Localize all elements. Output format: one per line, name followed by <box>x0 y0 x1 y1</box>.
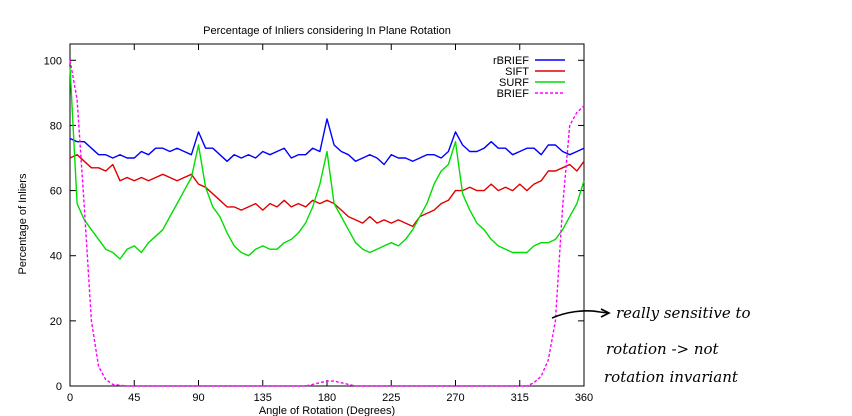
annotation-line-1: really sensitive to <box>616 304 751 322</box>
legend-label-rbrief: rBRIEF <box>493 55 529 67</box>
series-line-brief <box>69 60 585 387</box>
y-tick-label: 20 <box>50 316 62 328</box>
y-tick-label: 80 <box>50 120 62 132</box>
y-tick-label: 40 <box>50 251 62 263</box>
annotation-arrowhead <box>600 308 611 318</box>
x-tick-label: 45 <box>128 392 140 404</box>
plot-area: 0 45 90 135 180 225 270 315 360 0 20 40 60 80 100 <box>44 43 593 404</box>
x-tick-label: 270 <box>446 392 464 404</box>
annotation-line-3: rotation invariant <box>604 368 739 386</box>
x-tick-label: 225 <box>382 392 400 404</box>
x-tick-label: 360 <box>575 392 593 404</box>
x-tick-label: 180 <box>318 392 336 404</box>
annotation-line-2: rotation -> not <box>606 340 720 358</box>
y-tick-label: 60 <box>50 186 62 198</box>
legend-label-surf: SURF <box>499 77 529 89</box>
series-line-surf <box>69 66 585 260</box>
x-tick-label: 90 <box>192 392 204 404</box>
x-axis-title: Angle of Rotation (Degrees) <box>259 405 395 416</box>
x-tick-label: 315 <box>511 392 529 404</box>
y-tick-label: 100 <box>44 55 62 67</box>
y-axis-title: Percentage of Inliers <box>17 173 29 274</box>
x-tick-label: 0 <box>67 392 73 404</box>
series-line-sift <box>69 153 585 228</box>
handwritten-annotation: really sensitive to rotation -> not rota… <box>551 304 751 386</box>
chart-title: Percentage of Inliers considering In Pla… <box>203 25 451 37</box>
series-line-rbrief <box>69 118 585 166</box>
y-tick-label: 0 <box>56 381 62 393</box>
legend-label-sift: SIFT <box>505 66 529 78</box>
legend-label-brief: BRIEF <box>497 88 530 100</box>
x-tick-label: 135 <box>254 392 272 404</box>
annotation-arrow <box>551 310 609 319</box>
